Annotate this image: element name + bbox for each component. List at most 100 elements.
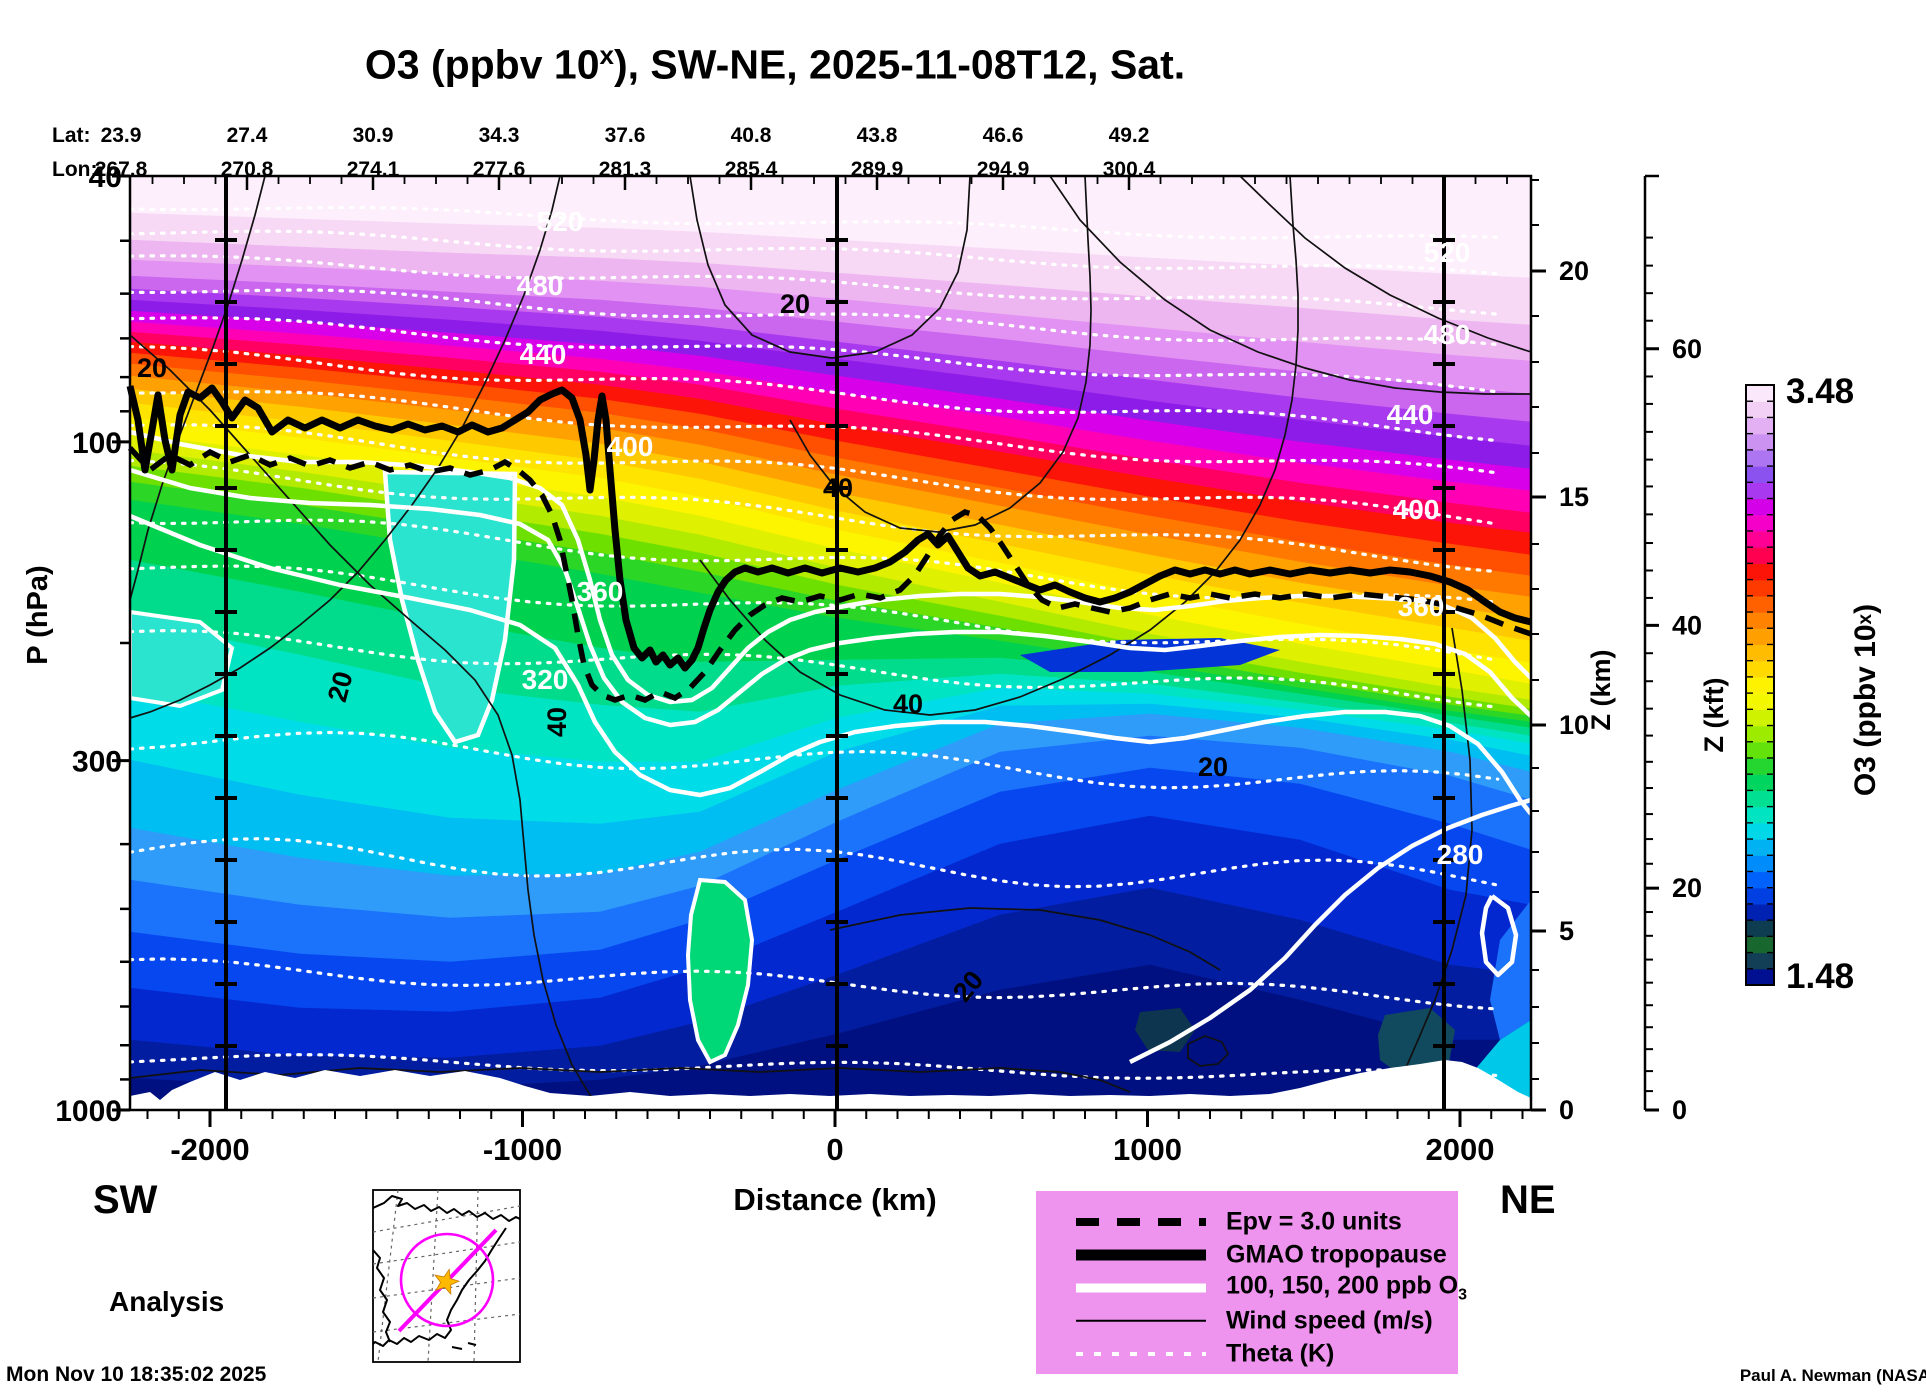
distance-tick-label: -2000	[170, 1132, 249, 1167]
wind-contour-label: 20	[780, 289, 810, 319]
colorbar-title: O3 (ppbv 10 x)	[1849, 603, 1882, 797]
dashed-line-sample	[1076, 1217, 1206, 1226]
waypoint-lines	[215, 176, 1455, 1110]
thick-line-sample	[1076, 1249, 1206, 1260]
longitude-value: 267.8	[94, 158, 148, 181]
theta-contour-label: 280	[1437, 839, 1484, 870]
contour-labels: 520 480 440 400 360 320 520 480 440 400 360 280 20 20…	[137, 206, 1483, 1007]
longitude-value: 294.9	[976, 158, 1030, 181]
legend-item-theta: Theta (K)	[1036, 1337, 1458, 1370]
latitude-value: 43.8	[856, 124, 898, 147]
distance-axis-title: Distance (km)	[733, 1182, 937, 1217]
theta-contour-label: 440	[1387, 399, 1434, 430]
coastline	[467, 1342, 477, 1346]
axes: 40 100 300 1000 -2000 -1000 0 1000 2000 0 5 10 15 20 0…	[55, 161, 1702, 1167]
distance-tick-label: 1000	[1113, 1132, 1182, 1167]
lat-prefix: Lat:	[52, 124, 91, 147]
distance-tick-label: 0	[826, 1132, 843, 1167]
latitude-value: 23.9	[100, 124, 142, 147]
analysis-label: Analysis	[109, 1286, 225, 1317]
theta-contour-label: 440	[520, 339, 567, 370]
pressure-tick-label: 100	[72, 427, 122, 460]
corner-label-ne: NE	[1500, 1178, 1556, 1222]
z-kft-axis-title: Z (kft)	[1698, 677, 1729, 753]
range-circle	[399, 1232, 495, 1328]
wind-contour-label: 40	[823, 473, 853, 503]
theta-contour-label: 520	[537, 206, 584, 237]
coastline	[373, 1227, 507, 1347]
z-km-tick-label: 15	[1559, 482, 1589, 512]
z-kft-tick-label: 0	[1672, 1095, 1687, 1125]
longitude-axis-row: Lon: 267.8 270.8 274.1 277.6 281.3 285.4 289.9…	[0, 158, 1926, 182]
latitude-value: 34.3	[478, 124, 520, 147]
z-kft-tick-label: 60	[1672, 334, 1702, 364]
theta-contour-label: 480	[517, 270, 564, 301]
z-km-tick-label: 0	[1559, 1095, 1574, 1125]
colorbar	[1745, 384, 1775, 986]
theta-contours	[128, 205, 1500, 1080]
z-km-tick-label: 20	[1559, 256, 1589, 286]
distance-tick-label: -1000	[483, 1132, 562, 1167]
latitude-value: 30.9	[352, 124, 394, 147]
legend-item-epv: Epv = 3.0 units	[1036, 1205, 1458, 1238]
colorbar-max-value: 3.48	[1786, 372, 1855, 411]
longitude-value: 289.9	[850, 158, 904, 181]
longitude-value: 277.6	[472, 158, 526, 181]
lon-prefix: Lon:	[52, 158, 98, 181]
longitude-value: 274.1	[346, 158, 400, 181]
page-title: O3 (ppbv 10x), SW-NE, 2025-11-08T12, Sat…	[364, 40, 1186, 88]
epv-contour	[127, 446, 1532, 703]
pressure-tick-label: 300	[72, 746, 122, 779]
theta-contour-label: 400	[607, 431, 654, 462]
theta-contour-label: 320	[522, 664, 569, 695]
coastline	[451, 1346, 463, 1350]
longitude-value: 300.4	[1102, 158, 1156, 181]
inset-map	[372, 1189, 521, 1363]
latitude-value: 40.8	[730, 124, 772, 147]
credit-label: Paul A. Newman (NASA	[1739, 1366, 1926, 1385]
z-kft-tick-label: 20	[1672, 873, 1702, 903]
o3-ppb-contours	[129, 429, 1533, 1065]
corner-label-sw: SW	[93, 1178, 158, 1222]
longitude-value: 285.4	[724, 158, 778, 181]
legend-box: Epv = 3.0 units GMAO tropopause 100, 150…	[1036, 1191, 1467, 1374]
legend-item-tropopause: GMAO tropopause	[1036, 1238, 1458, 1271]
pressure-axis-title: P (hPa)	[21, 565, 54, 665]
latitude-value: 27.4	[226, 124, 268, 147]
pressure-tick-label: 40	[89, 161, 122, 194]
distance-tick-label: 2000	[1426, 1132, 1495, 1167]
wind-contour-label: 40	[893, 689, 923, 719]
longitude-value: 281.3	[598, 158, 652, 181]
white-line-sample	[1076, 1283, 1206, 1292]
wind-contour-label: 20	[1198, 752, 1228, 782]
terrain-mask	[130, 1060, 1531, 1112]
latitude-value: 49.2	[1108, 124, 1150, 147]
legend-item-o3-contours: 100, 150, 200 ppb O3	[1036, 1271, 1467, 1304]
coastline	[373, 1195, 520, 1222]
tropopause-line	[126, 384, 1532, 672]
theta-contour-label: 520	[1424, 237, 1471, 268]
wind-speed-contours	[129, 175, 1532, 1111]
latitude-axis-row: Lat: 23.9 27.4 30.9 34.3 37.6 40.8 43.8 46.6 49.…	[0, 124, 1926, 148]
pressure-tick-label: 1000	[55, 1095, 122, 1128]
wind-contour-label: 20	[137, 353, 167, 383]
latitude-value: 37.6	[604, 124, 646, 147]
z-km-axis-title: Z (km)	[1585, 649, 1616, 731]
z-km-tick-label: 5	[1559, 916, 1574, 946]
theta-contour-label: 480	[1424, 319, 1471, 350]
legend-item-wind: Wind speed (m/s)	[1036, 1304, 1458, 1337]
inset-map-content	[373, 1190, 520, 1362]
colorbar-min-value: 1.48	[1786, 957, 1855, 996]
latitude-value: 46.6	[982, 124, 1024, 147]
location-star-icon	[434, 1268, 461, 1296]
generation-timestamp: Mon Nov 10 18:35:02 2025	[6, 1363, 267, 1386]
dotted-line-sample	[1076, 1351, 1206, 1356]
z-kft-tick-label: 40	[1672, 610, 1702, 640]
longitude-value: 270.8	[220, 158, 274, 181]
theta-contour-label: 360	[577, 576, 624, 607]
coastline	[373, 1249, 391, 1343]
thin-line-sample	[1076, 1319, 1206, 1322]
theta-contour-label: 360	[1398, 591, 1445, 622]
